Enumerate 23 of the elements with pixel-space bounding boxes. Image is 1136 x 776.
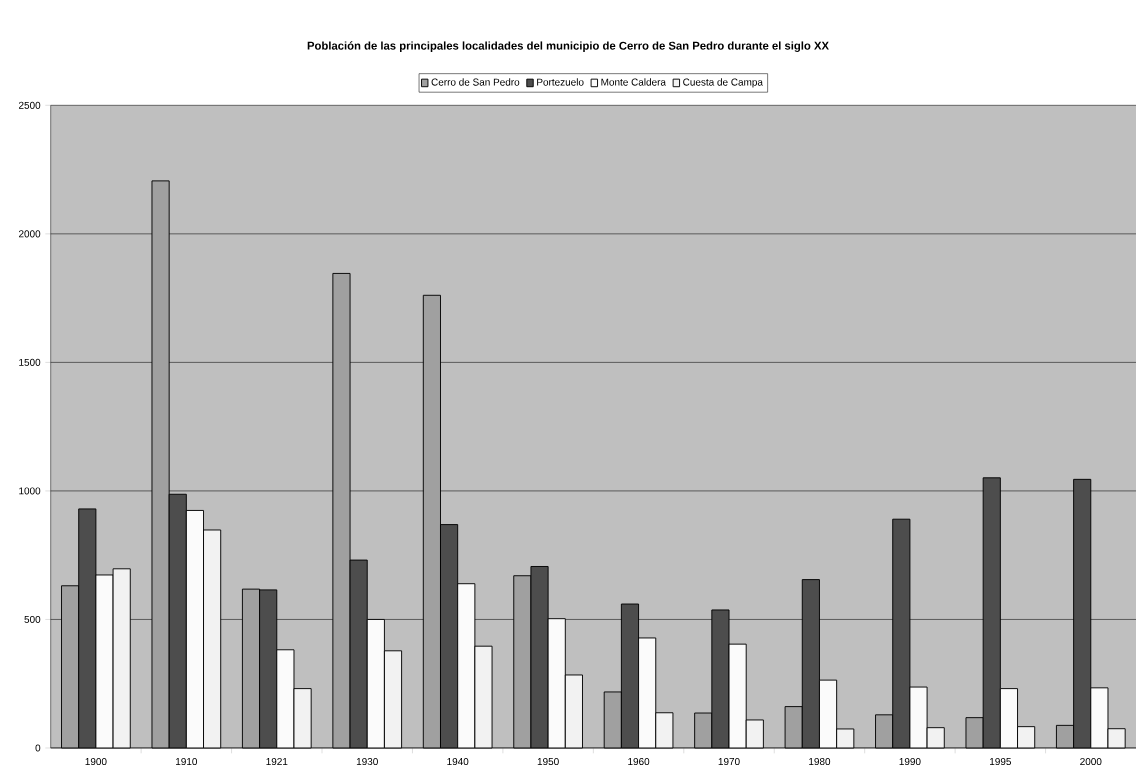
y-tick-label: 2500 <box>18 101 41 109</box>
legend-label: Cuesta de Campa <box>683 78 763 88</box>
y-tick-label: 2000 <box>18 230 41 238</box>
y-tick-label: 500 <box>24 615 41 623</box>
x-tick-label: 1995 <box>990 758 1012 766</box>
legend-label: Cerro de San Pedro <box>431 78 520 86</box>
x-tick-label: 1960 <box>628 758 650 766</box>
y-tick-label: 1000 <box>19 487 41 495</box>
x-tick-label: 1980 <box>809 758 831 766</box>
x-tick-label: 1910 <box>176 758 198 766</box>
x-tick-label: 2000 <box>1080 758 1102 766</box>
y-tick-label: 0 <box>35 744 41 752</box>
x-tick-label: 1940 <box>447 758 469 766</box>
x-tick-label: 1921 <box>266 758 288 766</box>
x-tick-label: 1970 <box>718 758 740 766</box>
x-tick-label: 1930 <box>356 758 378 766</box>
legend-label: Monte Caldera <box>601 78 666 86</box>
x-tick-label: 1950 <box>537 758 559 766</box>
y-tick-label: 1500 <box>19 358 41 366</box>
legend-label: Portezuelo <box>537 78 584 86</box>
x-tick-label: 1900 <box>85 758 107 766</box>
chart-title: Población de las principales localidades del municipio de Cerro de San Pedro durante el siglo XX <box>307 41 829 52</box>
x-tick-label: 1990 <box>899 758 921 766</box>
